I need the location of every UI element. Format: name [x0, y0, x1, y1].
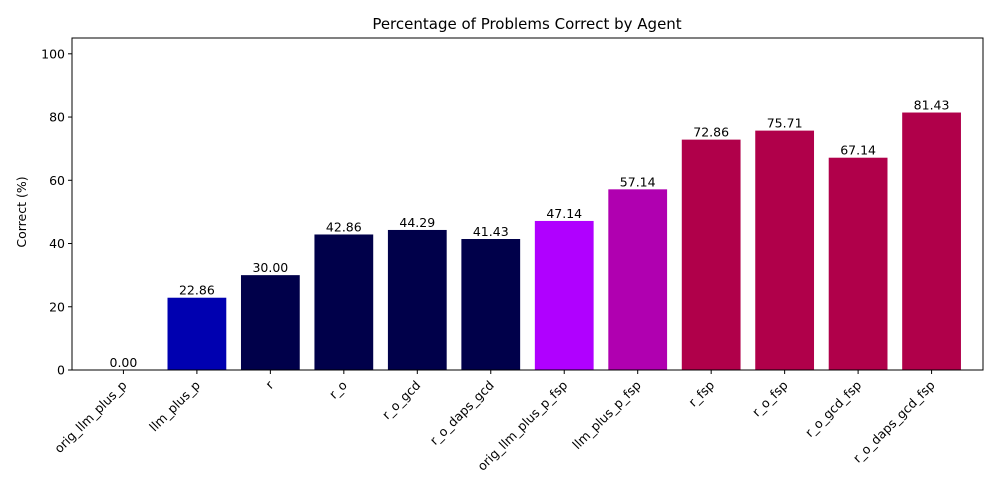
- data-label-orig_llm_plus_p_fsp: 47.14: [546, 206, 582, 221]
- y-axis: 0 20 40 60 80 100: [41, 46, 72, 378]
- x-tick-label: r_fsp: [685, 377, 717, 409]
- y-tick-label: 80: [49, 110, 65, 125]
- data-label-r_fsp: 72.86: [693, 125, 729, 140]
- bar-orig_llm_plus_p_fsp: [534, 220, 594, 370]
- data-label-r_o_fsp: 75.71: [767, 116, 803, 131]
- y-tick-label: 0: [57, 363, 65, 378]
- y-tick-label: 20: [49, 299, 65, 314]
- bars-layer: [167, 112, 961, 370]
- data-label-r_o_gcd: 44.29: [399, 215, 435, 230]
- bar-llm_plus_p: [167, 297, 227, 370]
- y-tick-label: 100: [41, 46, 65, 61]
- data-label-llm_plus_p: 22.86: [179, 283, 215, 298]
- bar-r_o_gcd_fsp: [828, 157, 888, 370]
- y-axis-title: Correct (%): [14, 176, 29, 247]
- plot-frame: [71, 37, 984, 371]
- x-tick-label: llm_plus_p: [146, 377, 203, 434]
- data-label-llm_plus_p_fsp: 57.14: [620, 174, 656, 189]
- data-label-r_o_gcd_fsp: 67.14: [840, 143, 876, 158]
- bar-r_o: [314, 234, 374, 370]
- x-tick-label: r_o_fsp: [749, 377, 791, 419]
- y-tick-label: 60: [49, 173, 65, 188]
- bar-r_o_daps_gcd: [461, 239, 521, 370]
- bar-r: [240, 275, 300, 370]
- x-axis: orig_llm_plus_p llm_plus_p r r_o r_o_gcd r_o_…: [51, 370, 938, 474]
- chart-title: Percentage of Problems Correct by Agent: [372, 15, 681, 33]
- x-tick-label: r_o: [326, 378, 350, 402]
- data-labels-layer: 0.00 22.86 30.00 42.86 44.29 41.43 47.14 57.14 7…: [110, 98, 950, 370]
- y-tick-label: 40: [49, 236, 65, 251]
- data-label-r: 30.00: [252, 260, 288, 275]
- bar-llm_plus_p_fsp: [608, 189, 668, 370]
- x-tick-label: r: [262, 377, 277, 392]
- x-tick-label: orig_llm_plus_p: [51, 377, 129, 455]
- x-tick-label: r_o_gcd: [379, 378, 424, 423]
- x-tick-label: r_o_gcd_fsp: [802, 377, 864, 439]
- data-label-r_o: 42.86: [326, 219, 362, 234]
- x-tick-label: r_o_daps_gcd_fsp: [850, 377, 938, 465]
- data-label-r_o_daps_gcd: 41.43: [473, 224, 509, 239]
- x-tick-label: r_o_daps_gcd: [427, 378, 497, 448]
- bar-r_o_daps_gcd_fsp: [902, 112, 961, 370]
- bar-r_o_fsp: [755, 130, 815, 370]
- bar-r_o_gcd: [387, 229, 447, 370]
- data-label-r_o_daps_gcd_fsp: 81.43: [914, 98, 950, 113]
- x-tick-label: llm_plus_p_fsp: [569, 377, 644, 452]
- data-label-orig_llm_plus_p: 0.00: [110, 355, 138, 370]
- bar-r_fsp: [681, 139, 741, 370]
